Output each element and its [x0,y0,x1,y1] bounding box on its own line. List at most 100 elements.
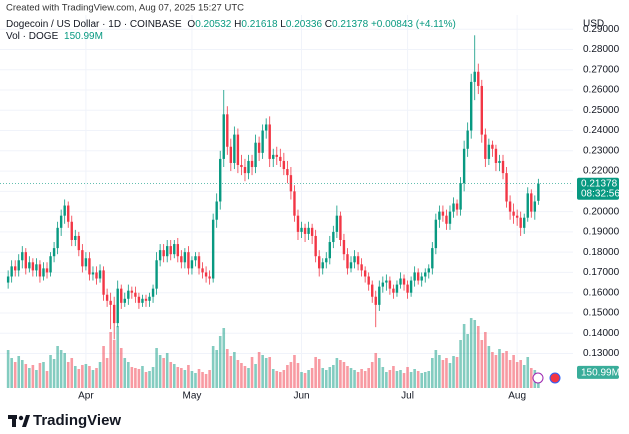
volume-bar [247,368,250,388]
candle-body [204,272,208,277]
candle-body [455,203,459,210]
candle-body [98,270,102,279]
candle-body [356,256,360,265]
candle-layer [6,35,540,340]
candle-body [515,215,519,218]
y-tick-label: 0.27000 [583,64,620,75]
volume-bar [374,353,378,388]
currency: USD [583,19,604,30]
volume-bar [409,372,413,388]
volume-bar [360,369,363,388]
volume-bar [286,365,289,388]
volume-bar [211,346,215,388]
volume-bar [109,332,112,388]
volume-bar [38,363,42,388]
candle-body [272,154,275,159]
volume-bar [254,364,257,388]
candle-body [321,262,324,269]
volume-bar [197,369,201,388]
volume-bar [476,326,480,388]
candle-body [346,254,349,269]
candle-body [530,193,533,212]
candle-body [413,272,416,281]
candle-body [438,211,441,220]
candle-body [13,266,17,271]
volume-bar [187,365,190,388]
y-tick-label: 0.29000 [583,24,620,35]
volume-bar [20,360,24,388]
candle-body [462,148,466,184]
volume-badge [577,365,619,379]
y-tick-label: 0.14000 [583,328,620,339]
candle-body [441,211,445,216]
candle-body [282,160,286,170]
volume-bar [6,350,10,388]
volume-bar [342,362,346,388]
y-tick-label: 0.13000 [583,348,620,359]
volume-bar [162,358,165,388]
volume-bar [134,368,137,388]
volume-bar [487,346,491,388]
candle-body [533,201,537,212]
candle-body [6,276,10,283]
h-label: H [234,19,241,30]
volume-bar [63,353,66,388]
candle-body [31,262,35,271]
candle-body [173,244,176,255]
volume-bar [448,363,452,388]
candle-body [176,244,180,257]
legend-line: Dogecoin / US Dollar · 1D · COINBASE O0.… [6,19,456,30]
candle-body [452,203,455,212]
volume-bar [229,356,233,388]
candle-body [480,85,484,135]
candle-body [247,160,250,174]
volume-bar [349,368,353,388]
volume-bar [445,358,448,388]
x-tick-label: Apr [78,391,94,402]
flag-icon[interactable] [549,372,561,384]
volume-badge-label: 150.99M [581,368,620,379]
candle-body [399,278,402,285]
volume-bar [180,368,183,388]
volume-bar [293,355,296,388]
candle-body [229,146,233,163]
volume-bar [208,370,211,388]
candle-body [360,264,363,271]
candle-body [148,296,151,301]
volume-bar [519,360,522,388]
countdown: 08:32:56 [581,188,620,199]
candle-body [459,183,462,210]
volume-bar [45,371,49,388]
volume-bar [218,336,222,388]
o-value: 0.20532 [195,19,232,30]
candle-body [339,215,342,240]
candle-body [416,272,420,281]
candle-body [388,280,392,289]
candle-body [141,298,144,303]
volume-bar [399,370,402,388]
candle-body [406,284,409,293]
volume-bar [165,353,169,388]
volume-bar [24,364,28,388]
candle-body [275,154,278,157]
volume-bar [81,365,84,388]
candle-body [10,266,13,277]
candle-body [268,124,271,159]
candle-body [42,268,45,277]
event-icon[interactable] [532,372,544,384]
volume-bar [466,334,469,388]
y-tick-label: 0.17000 [583,267,620,278]
volume-bar [420,373,424,388]
volume-bar [441,360,445,388]
volume-bar [194,373,197,388]
candle-body [491,144,494,149]
candle-body [109,300,112,305]
price-badge-label: 0.21378 [581,178,618,189]
candle-body [342,240,346,255]
volume-bar [151,367,155,388]
volume-bar [529,368,533,388]
volume-bar [282,370,286,388]
volume-bar [452,356,455,388]
candle-body [498,160,501,163]
candle-body [102,270,105,295]
